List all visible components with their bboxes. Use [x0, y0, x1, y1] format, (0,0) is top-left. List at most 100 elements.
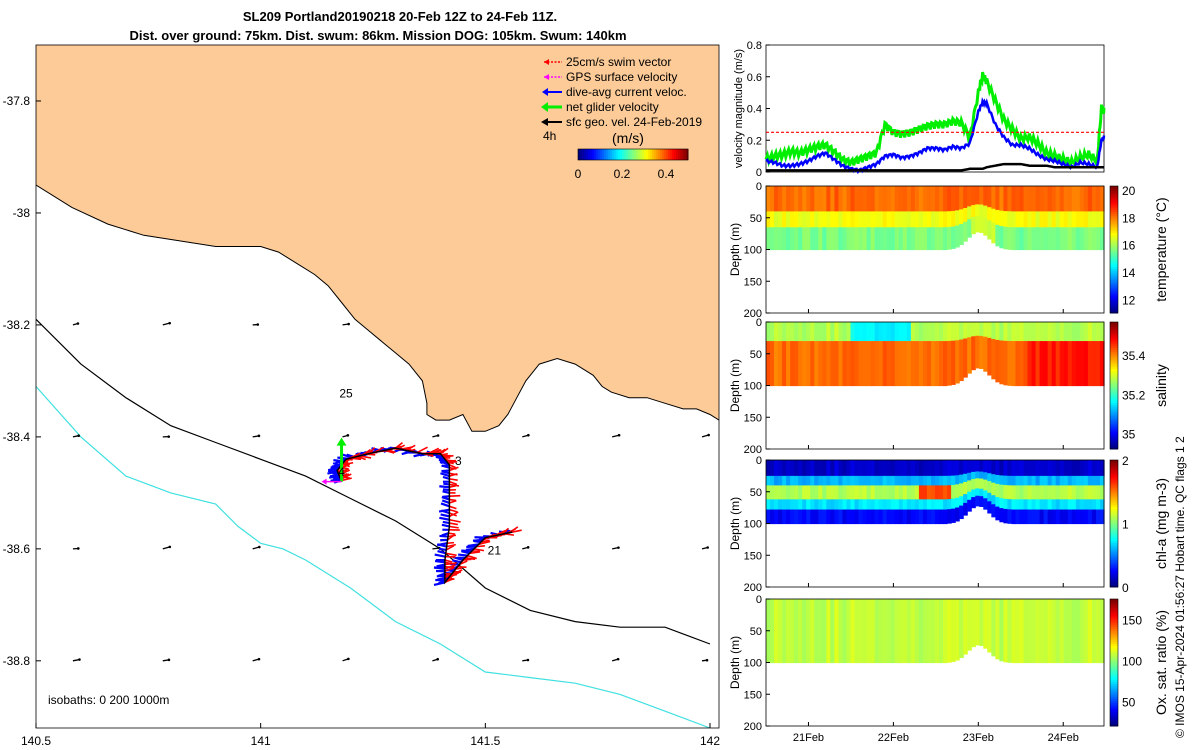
profile-cell: [770, 227, 775, 251]
profile-cell: [959, 505, 964, 520]
colorbar-label: temperature (°C): [1153, 197, 1169, 301]
profile-cell: [1043, 460, 1049, 477]
profile-cell: [1059, 211, 1065, 228]
swim-vector: [449, 483, 460, 487]
profile-cell: [963, 322, 968, 340]
profile-cell: [935, 322, 940, 342]
profile-cell: [922, 186, 928, 212]
dive-avg-vector: [440, 513, 450, 518]
y-tick-label: 50: [750, 213, 762, 225]
dive-avg-vector: [433, 581, 446, 587]
profile-cell: [818, 211, 823, 228]
profile-cell: [834, 499, 840, 511]
profile-cell: [870, 186, 876, 212]
profile-cell: [975, 478, 980, 489]
colorbar-cell: [1110, 360, 1118, 363]
profile-cell: [1079, 186, 1085, 212]
profile-cell: [1071, 485, 1077, 500]
colorbar-cell: [1110, 270, 1118, 274]
profile-cell: [995, 497, 1000, 508]
profile-cell: [846, 460, 852, 477]
profile-cell: [971, 205, 976, 218]
temperature-panel: 0 50 100 150 200 Depth (m) 12 14 16 18 20 temperatu…: [728, 181, 1169, 320]
profile-cell: [798, 341, 803, 387]
profile-cell: [963, 473, 968, 483]
colorbar-cell: [1110, 202, 1118, 206]
colorbar-cell: [1110, 351, 1118, 355]
colorbar-cell: [684, 149, 687, 160]
profile-cell: [999, 475, 1005, 486]
profile-cell: [806, 509, 811, 525]
profile-cell: [979, 496, 984, 507]
colorbar-cell: [1110, 557, 1118, 560]
profile-cell: [886, 186, 892, 212]
profile-cell: [782, 485, 787, 500]
colorbar-cell: [1110, 662, 1118, 666]
profile-cell: [1031, 460, 1037, 477]
profile-cell: [991, 208, 996, 224]
profile-cell: [983, 186, 988, 207]
profile-cell: [1019, 509, 1025, 525]
swim-vector: [416, 446, 428, 454]
profile-cell: [826, 227, 831, 251]
profile-cell: [987, 207, 992, 221]
colorbar-cell: [1110, 207, 1118, 210]
profile-cell: [874, 186, 880, 212]
swim-vector: [449, 525, 459, 529]
profile-cell: [830, 499, 836, 511]
colorbar-cell: [1110, 704, 1118, 708]
profile-cell: [1083, 341, 1089, 387]
profile-cell: [935, 485, 940, 500]
profile-cell: [774, 341, 779, 387]
profile-cell: [862, 227, 868, 251]
profile-cell: [782, 227, 787, 251]
colorbar-cell: [1110, 641, 1118, 644]
colorbar-cell: [686, 149, 689, 160]
colorbar-cell: [596, 149, 599, 160]
profile-cell: [1027, 499, 1033, 511]
profile-cell: [1055, 509, 1061, 525]
profile-cell: [790, 322, 795, 342]
profile-cell: [1011, 499, 1017, 511]
y-axis-label: Depth (m): [728, 223, 742, 276]
y-axis-label: Depth (m): [728, 636, 742, 689]
dive-avg-vector: [441, 469, 450, 473]
colorbar-tick-label: 18: [1122, 211, 1136, 225]
colorbar-cell: [1110, 536, 1118, 539]
profile-cell: [995, 209, 1000, 226]
y-tick-label: 150: [744, 689, 762, 701]
profile-cell: [890, 227, 896, 251]
profile-cell: [814, 186, 819, 212]
profile-cell: [898, 186, 904, 212]
profile-cell: [1035, 227, 1041, 251]
profile-cell: [1019, 322, 1025, 342]
profile-cell: [1023, 509, 1029, 525]
profile-cell: [959, 223, 964, 246]
profile-cell: [1055, 475, 1061, 486]
profile-cell: [810, 599, 815, 664]
profile-cell: [830, 211, 836, 228]
colorbar-cell: [1110, 605, 1118, 608]
colorbar-cell: [1110, 400, 1118, 403]
profile-cell: [1011, 186, 1017, 212]
colorbar-cell: [1110, 368, 1118, 372]
profile-cell: [882, 227, 888, 251]
profile-cell: [999, 210, 1005, 227]
profile-cell: [1083, 227, 1089, 251]
profile-cell: [1087, 211, 1093, 228]
geo-vector-head: [76, 547, 80, 550]
oxygen-panel: 0 50 100 150 200 Depth (m) 50 100 150 Ox. sat. ra…: [728, 594, 1169, 744]
profile-cell: [890, 499, 896, 511]
profile-cell: [939, 460, 944, 477]
profile-cell: [963, 338, 968, 378]
profile-cell: [858, 475, 864, 486]
swim-vector: [448, 532, 456, 535]
profile-cell: [786, 211, 791, 228]
profile-cell: [834, 509, 840, 525]
colorbar-cell: [1110, 723, 1118, 727]
swim-vector: [400, 446, 413, 450]
colorbar-cell: [1110, 584, 1118, 588]
day-label: 21: [488, 543, 502, 557]
map-x-tick-label: 140.5: [21, 734, 51, 748]
colorbar-cell: [1110, 620, 1118, 623]
